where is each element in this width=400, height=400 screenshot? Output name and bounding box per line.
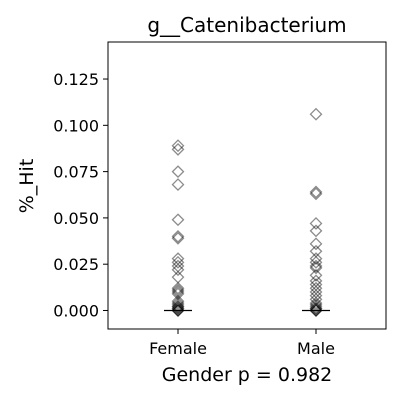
- data-point: [171, 300, 185, 314]
- data-point: [171, 294, 185, 308]
- data-point: [171, 304, 185, 317]
- data-point: [171, 213, 185, 227]
- data-point: [309, 185, 323, 199]
- y-tick-label: 0.125: [53, 70, 99, 89]
- x-axis-label: Gender p = 0.982: [162, 364, 333, 386]
- data-point: [309, 244, 323, 258]
- data-point: [171, 296, 185, 310]
- data-point: [171, 300, 185, 314]
- data-point: [309, 304, 323, 317]
- data-point: [171, 231, 185, 245]
- data-point: [309, 224, 323, 238]
- plot-frame: [107, 41, 387, 330]
- data-point: [309, 289, 323, 303]
- data-point: [309, 107, 323, 121]
- plot-area: [164, 107, 330, 317]
- x-tick-label: Female: [149, 339, 207, 358]
- y-tick-label: 0.025: [53, 255, 99, 274]
- y-axis: 0.000 0.025 0.050 0.075 0.100 0.125: [53, 70, 108, 320]
- data-point: [309, 252, 323, 266]
- data-point: [171, 304, 185, 317]
- data-point: [309, 255, 323, 269]
- data-point: [309, 259, 323, 273]
- data-point: [309, 268, 323, 282]
- data-point: [171, 270, 185, 284]
- data-point: [309, 300, 323, 314]
- chart-title: g__Catenibacterium: [147, 13, 346, 37]
- data-point: [171, 281, 185, 295]
- y-tick-label: 0.000: [53, 301, 99, 320]
- data-point: [171, 142, 185, 156]
- y-axis-label: %_Hit: [16, 159, 38, 214]
- data-point: [171, 165, 185, 179]
- y-tick-label: 0.050: [53, 209, 99, 228]
- data-point: [309, 285, 323, 299]
- data-point: [309, 278, 323, 291]
- x-axis: Female Male: [149, 329, 335, 358]
- data-point: [309, 304, 323, 317]
- data-point: [309, 217, 323, 230]
- data-point: [171, 298, 185, 312]
- data-point: [309, 302, 323, 316]
- data-point: [171, 304, 185, 317]
- data-point: [309, 292, 323, 306]
- data-point: [171, 255, 185, 269]
- data-point: [309, 296, 323, 310]
- data-point: [171, 285, 185, 299]
- data-point: [309, 298, 323, 312]
- data-point: [171, 283, 185, 297]
- data-point: [309, 261, 323, 275]
- data-point: [171, 178, 185, 191]
- data-point: [171, 263, 185, 277]
- data-point: [171, 252, 185, 266]
- data-point: [171, 287, 185, 301]
- data-point: [309, 187, 323, 201]
- data-point: [171, 302, 185, 316]
- y-tick-label: 0.075: [53, 163, 99, 182]
- data-point: [309, 237, 323, 251]
- data-point: [309, 302, 323, 316]
- data-point: [309, 274, 323, 288]
- data-point: [309, 281, 323, 295]
- y-tick-label: 0.100: [53, 116, 99, 135]
- data-point: [309, 304, 323, 317]
- data-point: [171, 230, 185, 243]
- data-point: [171, 259, 185, 273]
- data-point: [171, 139, 185, 153]
- x-tick-label: Male: [297, 339, 335, 358]
- data-point: [171, 302, 185, 316]
